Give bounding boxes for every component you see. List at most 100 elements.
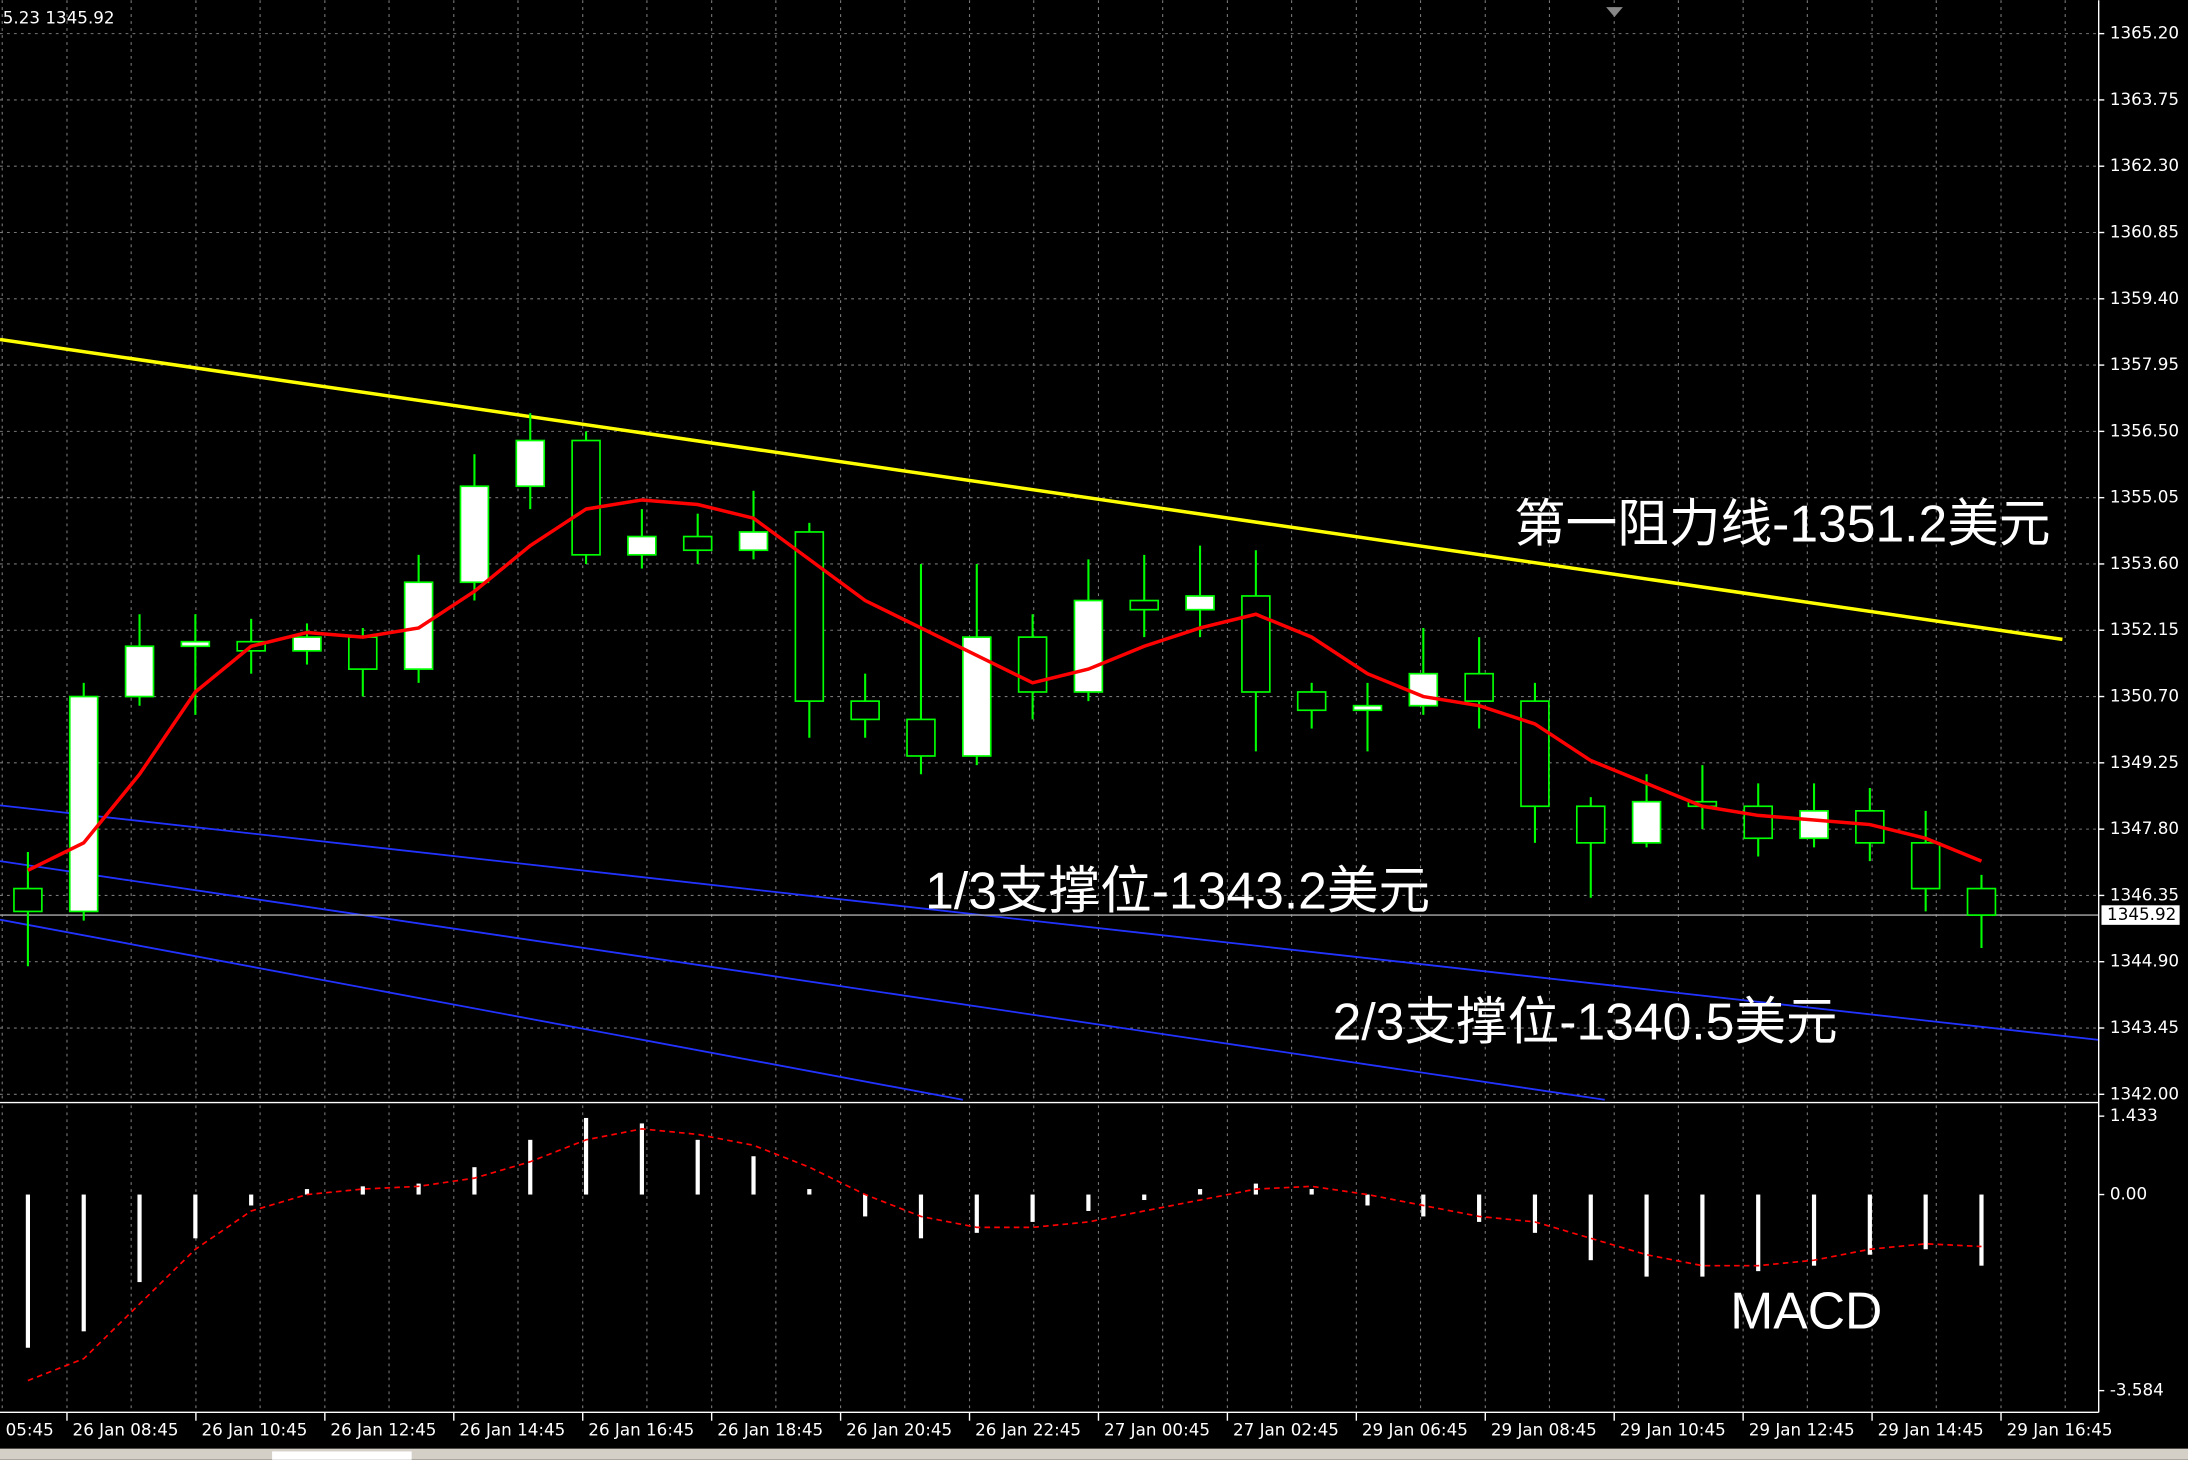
- macd-bar: [137, 1194, 142, 1283]
- macd-bar: [639, 1123, 644, 1195]
- candle-body: [403, 581, 434, 670]
- candle-body: [1296, 691, 1327, 712]
- candle-body: [1408, 672, 1439, 707]
- candle-body: [738, 531, 769, 552]
- x-tick-label: 26 Jan 12:45: [330, 1419, 436, 1439]
- y-tick-label: 1346.35: [2110, 884, 2179, 904]
- x-tick-label: 26 Jan 10:45: [201, 1419, 307, 1439]
- y-tick-label: 1355.05: [2110, 487, 2179, 507]
- grid-layer: [0, 0, 2099, 1410]
- candle-body: [1464, 672, 1494, 702]
- macd-bar: [528, 1139, 533, 1195]
- x-tick-label: 29 Jan 16:45: [2007, 1419, 2113, 1439]
- x-tick-label: 27 Jan 02:45: [1233, 1419, 1339, 1439]
- candle-body: [348, 636, 378, 670]
- candle-body: [68, 695, 99, 913]
- y-tick-label: 1349.25: [2110, 752, 2179, 772]
- macd-bar: [1811, 1194, 1817, 1266]
- macd-bar: [1923, 1194, 1928, 1250]
- x-tick-label: 26 Jan 16:45: [588, 1419, 694, 1439]
- candle-body: [459, 485, 490, 584]
- macd-bar: [863, 1194, 868, 1217]
- x-tick-label: 26 Jan 14:45: [459, 1419, 565, 1439]
- y-tick-label: 1343.45: [2110, 1017, 2179, 1037]
- macd-bar: [695, 1139, 700, 1195]
- macd-bar: [1867, 1194, 1872, 1255]
- macd-bar: [1197, 1189, 1203, 1195]
- macd-bar: [1644, 1194, 1649, 1277]
- y-tick-label: 1.433: [2110, 1105, 2158, 1125]
- y-tick-label: 1362.30: [2110, 155, 2179, 175]
- y-tick-label: 1342.00: [2110, 1083, 2179, 1103]
- macd-bar: [1309, 1189, 1314, 1195]
- marks-layer: [0, 337, 2099, 1382]
- trend-line: [0, 918, 963, 1101]
- x-tick-label: 26 Jan 08:45: [73, 1419, 179, 1439]
- x-tick-label: 29 Jan 12:45: [1749, 1419, 1855, 1439]
- candle-body: [627, 535, 657, 556]
- candle-body: [515, 439, 546, 488]
- last-price-label: 1345.92: [2107, 904, 2176, 924]
- macd-bar: [1142, 1194, 1147, 1201]
- y-tick-label: 1360.85: [2110, 222, 2179, 242]
- candle-body: [124, 645, 155, 698]
- y-tick-label: 0.00: [2110, 1184, 2147, 1204]
- macd-bar: [1532, 1194, 1538, 1233]
- signal-line: [27, 1128, 1982, 1382]
- y-tick-label: 1344.90: [2110, 951, 2179, 971]
- trend-line: [0, 804, 2099, 1041]
- y-tick-label: 1352.15: [2110, 619, 2179, 639]
- candle-body: [1910, 842, 1941, 890]
- macd-bar: [360, 1186, 365, 1195]
- candle-body: [1631, 800, 1662, 844]
- macd-title: MACD: [1730, 1281, 1882, 1339]
- annotation: 第一阻力线-1351.2美元: [1514, 494, 2050, 552]
- candle-body: [1185, 595, 1215, 611]
- candle-body: [682, 535, 713, 552]
- candle-body: [1129, 599, 1160, 611]
- macd-bar: [472, 1167, 477, 1195]
- candle-body: [1241, 595, 1271, 693]
- info-text: 5.23 1345.92: [3, 7, 115, 27]
- macd-bar: [807, 1189, 812, 1195]
- x-tick-label: 29 Jan 08:45: [1491, 1419, 1597, 1439]
- y-tick-label: 1353.60: [2110, 553, 2179, 573]
- trend-line: [0, 860, 1605, 1101]
- macd-bar: [1086, 1194, 1091, 1211]
- candle-body: [292, 636, 322, 652]
- macd-bar: [193, 1194, 198, 1239]
- last-price-box: [2101, 905, 2180, 925]
- candle-body: [1073, 599, 1104, 693]
- macd-bar: [1477, 1194, 1482, 1222]
- y-tick-label: 1363.75: [2110, 89, 2179, 109]
- trend-line: [0, 337, 2063, 642]
- candle-body: [1799, 810, 1829, 840]
- x-tick-label: 05:45: [6, 1419, 54, 1439]
- macd-bar: [1365, 1194, 1370, 1206]
- macd-bar: [974, 1194, 979, 1233]
- candle-body: [13, 887, 43, 913]
- shift-marker: [1606, 7, 1623, 17]
- annotation: 1/3支撑位-1343.2美元: [925, 861, 1430, 919]
- y-tick-label: 1359.40: [2110, 288, 2179, 308]
- x-tick-label: 27 Jan 00:45: [1104, 1419, 1210, 1439]
- candle-body: [1520, 700, 1550, 808]
- y-tick-label: -3.584: [2110, 1380, 2164, 1400]
- macd-bar: [1979, 1194, 1984, 1266]
- x-tick-label: 26 Jan 18:45: [717, 1419, 823, 1439]
- candle-body: [1352, 704, 1383, 712]
- candle-body: [180, 640, 211, 648]
- y-tick-label: 1347.80: [2110, 818, 2179, 838]
- candle-body: [1575, 805, 1606, 844]
- macd-bar: [1700, 1194, 1705, 1277]
- x-tick-label: 26 Jan 20:45: [846, 1419, 952, 1439]
- macd-bar: [249, 1194, 254, 1206]
- y-tick-label: 1357.95: [2110, 354, 2179, 374]
- x-tick-label: 26 Jan 22:45: [975, 1419, 1081, 1439]
- tab[interactable]: [272, 1451, 412, 1460]
- macd-bar: [1030, 1194, 1035, 1222]
- y-tick-label: 1356.50: [2110, 420, 2179, 440]
- candle-body: [850, 700, 880, 721]
- tab-bar: [0, 1448, 2188, 1460]
